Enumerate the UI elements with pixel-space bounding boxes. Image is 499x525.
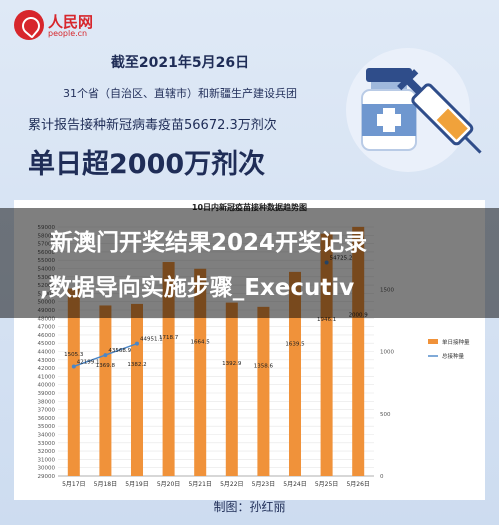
x-tick-label: 5月21日 — [188, 481, 211, 488]
x-tick-label: 5月20日 — [157, 481, 180, 488]
daily-headline: 单日超2000万剂次 — [28, 149, 266, 180]
bar-daily — [225, 302, 238, 476]
banner-line-1: 新澳门开奖结果2024开奖记录 — [50, 230, 368, 256]
bar-daily — [99, 305, 112, 476]
overlay-banner — [0, 208, 499, 318]
line-value-label: 43568.9 — [108, 348, 131, 354]
total-doses-text: 累计报告接种新冠病毒疫苗56672.3万剂次 — [28, 118, 277, 133]
bar-value-label: 1369.8 — [96, 363, 116, 369]
legend-swatch-daily — [428, 339, 438, 344]
right-tick-label: 500 — [380, 412, 391, 418]
x-tick-label: 5月23日 — [252, 481, 275, 488]
left-tick-label: 36000 — [38, 416, 56, 422]
bar-value-label: 1358.6 — [254, 364, 274, 370]
left-tick-label: 33000 — [38, 441, 56, 447]
chart-title: 10日内新冠疫苗接种数据趋势图 — [14, 202, 485, 213]
left-tick-label: 39000 — [38, 391, 56, 397]
date-heading: 截至2021年5月26日 — [110, 55, 250, 71]
people-logo-icon — [14, 10, 44, 40]
line-point-total — [71, 364, 76, 369]
bar-value-label: 1718.7 — [159, 335, 179, 341]
left-tick-label: 45000 — [38, 341, 56, 347]
left-tick-label: 46000 — [38, 333, 56, 339]
line-point-total — [103, 353, 108, 358]
x-tick-label: 5月24日 — [283, 481, 306, 488]
left-tick-label: 35000 — [38, 424, 56, 430]
bar-daily — [288, 271, 302, 476]
left-tick-label: 47000 — [38, 325, 56, 331]
bar-value-label: 1382.2 — [127, 362, 146, 368]
line-point-total — [135, 341, 139, 346]
left-tick-label: 43000 — [38, 358, 56, 364]
bar-daily — [257, 306, 270, 476]
x-tick-label: 5月17日 — [62, 481, 85, 488]
left-tick-label: 48000 — [38, 316, 56, 322]
left-tick-label: 37000 — [38, 408, 56, 414]
left-tick-label: 29000 — [38, 474, 56, 480]
logo-domain: people.cn — [48, 29, 88, 38]
left-tick-label: 44000 — [38, 350, 56, 356]
left-tick-label: 38000 — [38, 399, 56, 405]
x-tick-label: 5月25日 — [315, 481, 338, 488]
region-subheading: 31个省（自治区、直辖市）和新疆生产建设兵团 — [63, 87, 297, 100]
line-value-label: 42199.1 — [77, 359, 100, 365]
bar-value-label: 1505.3 — [64, 352, 84, 358]
bar-value-label: 1664.5 — [191, 339, 211, 345]
people-cn-logo: 人民网 people.cn — [14, 10, 98, 44]
left-tick-label: 30000 — [38, 466, 56, 472]
legend-label-total: 总接种量 — [442, 352, 465, 360]
bar-value-label: 1392.9 — [222, 361, 242, 367]
left-tick-label: 42000 — [38, 366, 56, 372]
footer-credit: 制图：孙红丽 — [213, 500, 286, 514]
legend-label-daily: 单日接种量 — [442, 338, 470, 346]
bar-daily — [130, 303, 144, 476]
x-tick-label: 5月18日 — [94, 481, 117, 488]
left-tick-label: 34000 — [38, 433, 56, 439]
bar-value-label: 1946.1 — [317, 317, 336, 323]
right-tick-label: 0 — [380, 474, 384, 480]
x-tick-label: 5月22日 — [220, 481, 243, 488]
bar-daily — [194, 268, 207, 476]
left-tick-label: 32000 — [38, 449, 56, 455]
right-tick-label: 1000 — [380, 350, 394, 356]
line-value-label: 44951.1 — [140, 337, 163, 343]
left-tick-label: 41000 — [38, 374, 56, 380]
logo-name: 人民网 — [48, 13, 94, 31]
x-tick-label: 5月26日 — [346, 481, 369, 488]
bar-daily — [67, 288, 80, 476]
vaccine-syringe-icon — [346, 48, 482, 172]
banner-line-2: ,数据导向实施步骤_Executiv — [40, 275, 355, 301]
x-tick-label: 5月19日 — [125, 481, 148, 488]
left-tick-label: 40000 — [38, 383, 56, 389]
left-tick-label: 31000 — [38, 457, 56, 463]
bar-value-label: 1639.5 — [285, 341, 305, 347]
